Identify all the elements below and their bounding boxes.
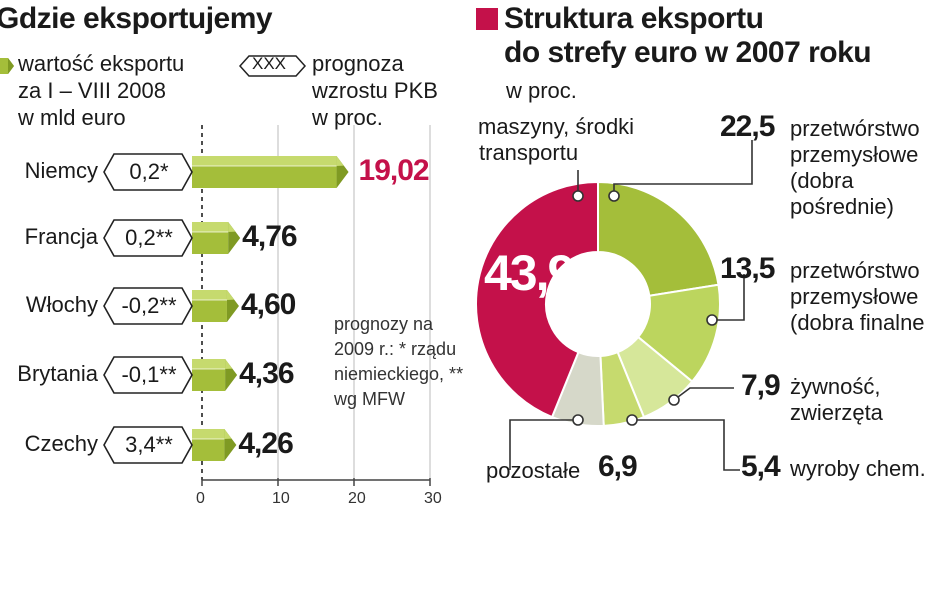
leader-line [673, 387, 734, 401]
slice-label: przetwórstwo przemysłowe (dobra pośredni… [790, 116, 920, 219]
forecast-value: 3,4** [125, 432, 173, 457]
slice-value-label: 43,9 [484, 245, 575, 301]
slice-value-label: 5,4 [741, 450, 781, 483]
legend-bar-icon [0, 58, 14, 74]
bar-value-label: 4,76 [242, 220, 297, 253]
bar-category-label: Włochy [25, 292, 98, 317]
slice-label: żywność, zwierzęta [790, 374, 883, 425]
forecast-box [103, 153, 193, 191]
forecast-value: -0,1** [121, 362, 177, 387]
bar-value-label: 19,02 [358, 154, 430, 187]
leader-line [509, 419, 578, 470]
donut-slice [475, 180, 599, 419]
legend-forecast-label: prognoza wzrostu PKB w proc. [312, 51, 438, 130]
donut-chart-title: Struktura eksportu do strefy euro w 2007… [504, 2, 872, 69]
slice-value-label: 13,5 [720, 252, 775, 285]
slice-label: wyroby chem. [790, 456, 926, 481]
x-tick-label: 10 [272, 490, 290, 507]
bar [192, 156, 349, 188]
x-tick-label: 20 [348, 490, 366, 507]
forecast-boxes [103, 153, 193, 464]
forecast-box [103, 426, 193, 464]
donut-title-square [476, 8, 498, 30]
donut-slice [597, 180, 720, 297]
leader-dot [572, 414, 584, 426]
legend-forecast-icon [238, 55, 307, 77]
bar-chart-title: Gdzie eksportujemy [0, 2, 273, 35]
legend-forecast-symbol: XXX [252, 54, 287, 73]
leader-dot [706, 314, 718, 326]
leader-dot [626, 414, 638, 426]
legend-value-label: wartość eksportu za I – VIII 2008 w mld … [18, 51, 185, 130]
leader-dot [572, 190, 584, 202]
bar-category-label: Francja [24, 224, 98, 249]
forecast-value: -0,2** [121, 293, 177, 318]
bar-value-label: 4,36 [239, 357, 294, 390]
slice-label: przetwórstwo przemysłowe (dobra finalne [790, 258, 925, 335]
forecast-value: 0,2** [125, 225, 173, 250]
bar-value-label: 4,60 [240, 288, 296, 321]
bar-chart-bars [192, 156, 349, 461]
bar [192, 359, 238, 391]
leader-dot [608, 190, 620, 202]
forecast-value: 0,2* [129, 159, 169, 184]
bar-category-label: Brytania [17, 361, 98, 386]
slice-value-label: 22,5 [720, 110, 775, 143]
slice-value-label: 6,9 [598, 450, 638, 483]
leader-line [613, 140, 753, 196]
bar [192, 222, 241, 254]
forecast-box [103, 219, 193, 257]
forecast-box [103, 287, 193, 325]
donut-chart [475, 180, 721, 427]
leader-line [632, 419, 740, 471]
bar-category-label: Czechy [24, 431, 98, 456]
slice-value-label: 7,9 [741, 369, 781, 402]
x-tick-label: 0 [196, 490, 205, 507]
leader-dot [668, 394, 680, 406]
bar [192, 429, 237, 461]
bar-chart-footnote: prognozy na 2009 r.: * rządu niemieckieg… [334, 314, 464, 409]
bar-value-label: 4,26 [238, 427, 293, 460]
forecast-box [103, 356, 193, 394]
x-tick-label: 30 [424, 490, 442, 507]
slice-label: pozostałe [486, 458, 581, 483]
donut-chart-unit: w proc. [506, 78, 577, 103]
leader-line [712, 274, 745, 321]
bar-category-label: Niemcy [24, 158, 98, 183]
bar [192, 290, 239, 322]
donut-leader-lines [509, 140, 753, 471]
slice-label: maszyny, środki transportu [478, 114, 635, 165]
